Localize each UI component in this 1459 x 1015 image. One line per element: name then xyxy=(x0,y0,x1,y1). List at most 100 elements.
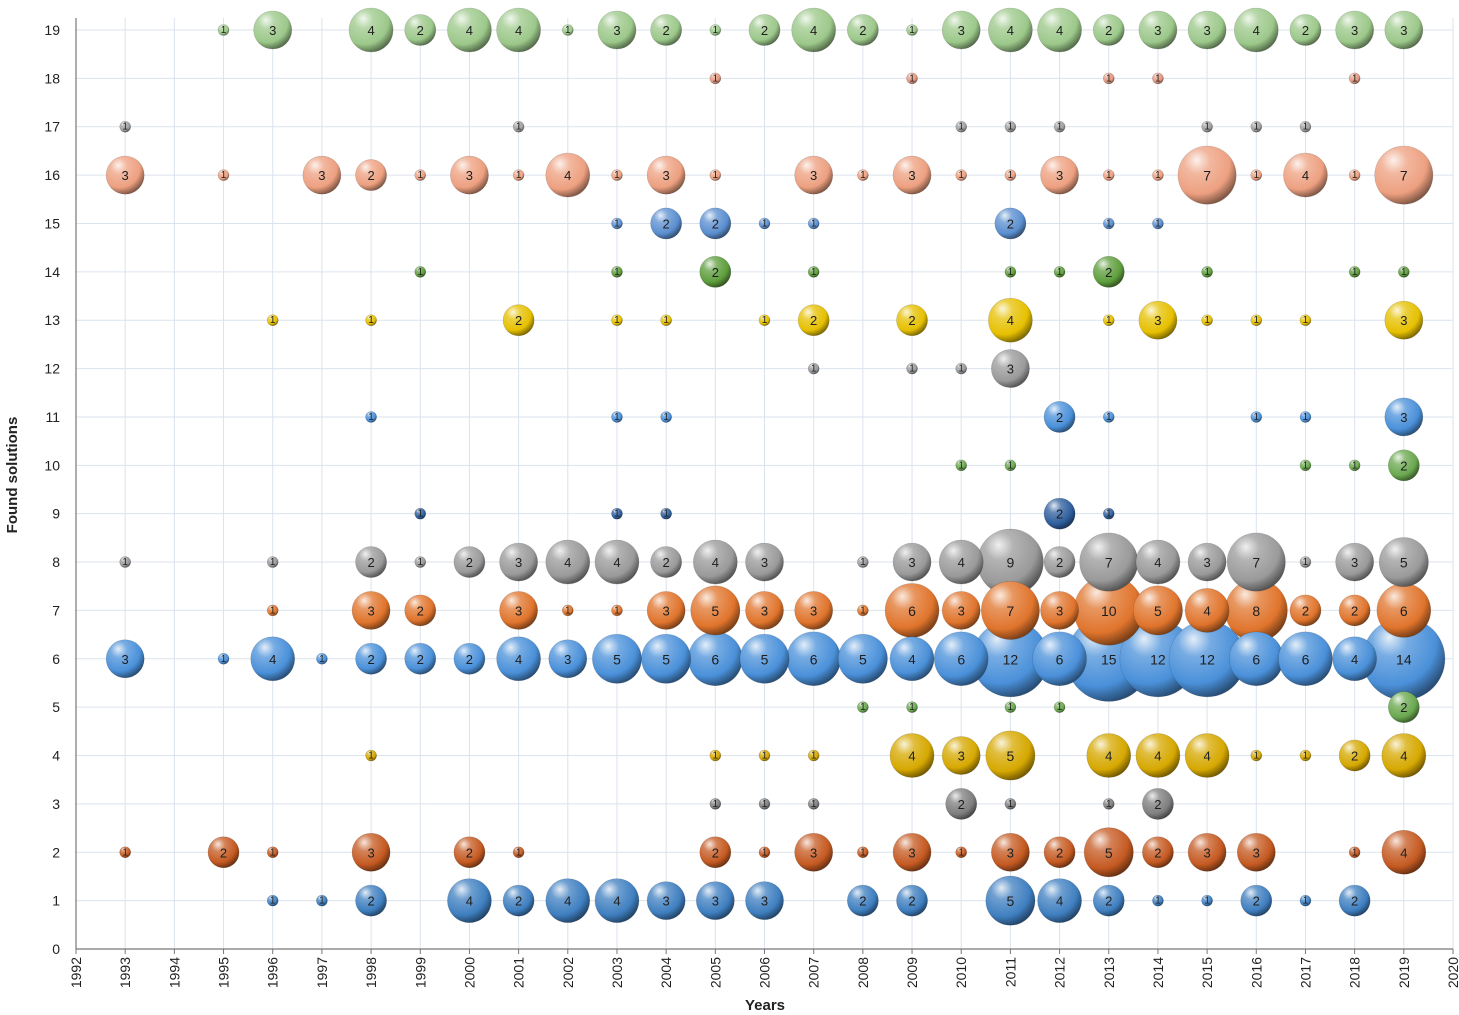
bubble-2012-11 xyxy=(1043,401,1076,433)
bubble-label: 4 xyxy=(1253,23,1260,38)
x-tick-label: 2018 xyxy=(1347,957,1363,988)
bubble-2005-18 xyxy=(709,72,722,85)
bubble-2012-16 xyxy=(1040,155,1079,195)
bubble-2011-10 xyxy=(1004,459,1017,472)
x-tick-label: 1992 xyxy=(68,957,84,988)
bubble-2016-8 xyxy=(1226,532,1286,592)
bubble-label: 4 xyxy=(613,894,620,909)
bubble-2002-7 xyxy=(561,604,574,617)
x-axis-title: Years xyxy=(745,997,785,1014)
bubble-2014-15 xyxy=(1152,217,1164,230)
bubble-label: 12 xyxy=(1199,651,1215,667)
x-tick-label: 2004 xyxy=(658,957,674,988)
bubble-2007-12 xyxy=(807,362,820,375)
bubble-label: 4 xyxy=(1056,894,1063,909)
bubble-2011-15 xyxy=(994,207,1027,240)
bubble-label: 2 xyxy=(417,652,424,667)
bubble-2018-7 xyxy=(1338,594,1371,627)
bubble-label: 2 xyxy=(515,313,522,328)
bubble-2001-13 xyxy=(502,304,535,337)
bubble-label: 4 xyxy=(515,23,522,38)
bubble-label: 12 xyxy=(1150,651,1166,667)
x-tick-label: 2017 xyxy=(1297,957,1313,988)
bubble-2002-8 xyxy=(545,539,591,585)
bubble-label: 2 xyxy=(663,555,670,570)
bubble-label: 2 xyxy=(1351,894,1358,909)
bubble-label: 1 xyxy=(811,218,817,229)
x-tick-label: 1999 xyxy=(412,957,428,988)
bubble-label: 2 xyxy=(908,894,915,909)
bubble-2014-13 xyxy=(1138,300,1178,340)
bubble-label: 4 xyxy=(1302,168,1309,183)
bubble-label: 5 xyxy=(761,651,769,667)
bubble-2010-7 xyxy=(941,591,981,630)
bubble-2017-8 xyxy=(1299,556,1312,568)
bubble-label: 1 xyxy=(1204,122,1210,133)
bubble-label: 1 xyxy=(1254,122,1260,133)
bubble-label: 5 xyxy=(1154,603,1162,619)
bubble-2018-19 xyxy=(1335,10,1374,50)
bubble-2010-3 xyxy=(945,788,978,820)
bubble-label: 2 xyxy=(1056,555,1063,570)
bubble-2009-2 xyxy=(892,832,932,872)
bubble-label: 5 xyxy=(1105,845,1113,861)
bubble-label: 2 xyxy=(367,168,374,183)
bubble-2016-2 xyxy=(1236,832,1276,872)
bubble-label: 1 xyxy=(958,170,964,181)
bubble-label: 2 xyxy=(1351,603,1358,618)
bubble-2013-18 xyxy=(1102,72,1115,85)
bubble-2008-16 xyxy=(857,169,869,181)
bubble-2006-2 xyxy=(758,846,771,859)
bubble-label: 4 xyxy=(367,23,374,38)
x-tick-label: 2006 xyxy=(757,957,773,988)
bubble-label: 3 xyxy=(1400,23,1407,38)
bubble-label: 7 xyxy=(1105,555,1113,571)
bubble-label: 3 xyxy=(663,603,670,618)
bubble-1998-1 xyxy=(355,884,387,917)
x-tick-label: 1993 xyxy=(117,957,133,988)
bubble-label: 1 xyxy=(860,170,866,181)
bubble-label: 1 xyxy=(1106,218,1112,229)
bubble-2012-19 xyxy=(1037,7,1082,53)
bubble-1998-7 xyxy=(351,591,391,630)
bubble-2001-7 xyxy=(499,591,538,630)
bubble-label: 3 xyxy=(515,603,522,618)
bubble-1998-16 xyxy=(355,159,387,191)
bubble-2011-1 xyxy=(985,875,1036,926)
bubble-1998-11 xyxy=(365,411,377,423)
bubble-2017-13 xyxy=(1299,314,1312,327)
bubble-2005-4 xyxy=(709,749,722,762)
bubble-label: 1 xyxy=(909,702,915,713)
bubble-2019-16 xyxy=(1374,145,1434,205)
bubble-label: 1 xyxy=(1057,702,1063,713)
bubble-2010-2 xyxy=(955,846,968,859)
bubble-1993-2 xyxy=(119,846,131,859)
bubble-1997-16 xyxy=(302,155,342,195)
bubble-2019-19 xyxy=(1384,10,1424,50)
bubble-label: 1 xyxy=(565,605,571,616)
bubble-1995-16 xyxy=(217,169,230,181)
bubble-2004-8 xyxy=(650,546,682,578)
bubble-label: 1 xyxy=(516,122,522,133)
bubble-label: 1 xyxy=(122,122,128,133)
bubble-label: 1 xyxy=(1106,315,1112,326)
bubble-2002-6 xyxy=(548,639,588,679)
bubble-2009-5 xyxy=(906,701,918,713)
bubble-label: 3 xyxy=(1154,313,1161,328)
bubble-label: 4 xyxy=(466,894,473,909)
bubble-2005-8 xyxy=(693,539,738,585)
bubble-1993-17 xyxy=(119,120,131,133)
bubble-label: 6 xyxy=(711,651,719,667)
bubble-label: 3 xyxy=(1203,23,1210,38)
bubble-label: 1 xyxy=(1254,751,1260,762)
bubble-label: 2 xyxy=(958,797,965,812)
bubble-label: 2 xyxy=(466,845,473,860)
bubble-1996-2 xyxy=(266,846,279,859)
bubble-2003-8 xyxy=(594,539,640,585)
y-tick-label: 2 xyxy=(52,844,60,860)
bubble-label: 2 xyxy=(1105,894,1112,909)
bubble-label: 7 xyxy=(1006,603,1014,619)
bubble-1995-19 xyxy=(217,24,230,36)
bubble-label: 3 xyxy=(908,845,915,860)
bubble-label: 3 xyxy=(1400,410,1407,425)
